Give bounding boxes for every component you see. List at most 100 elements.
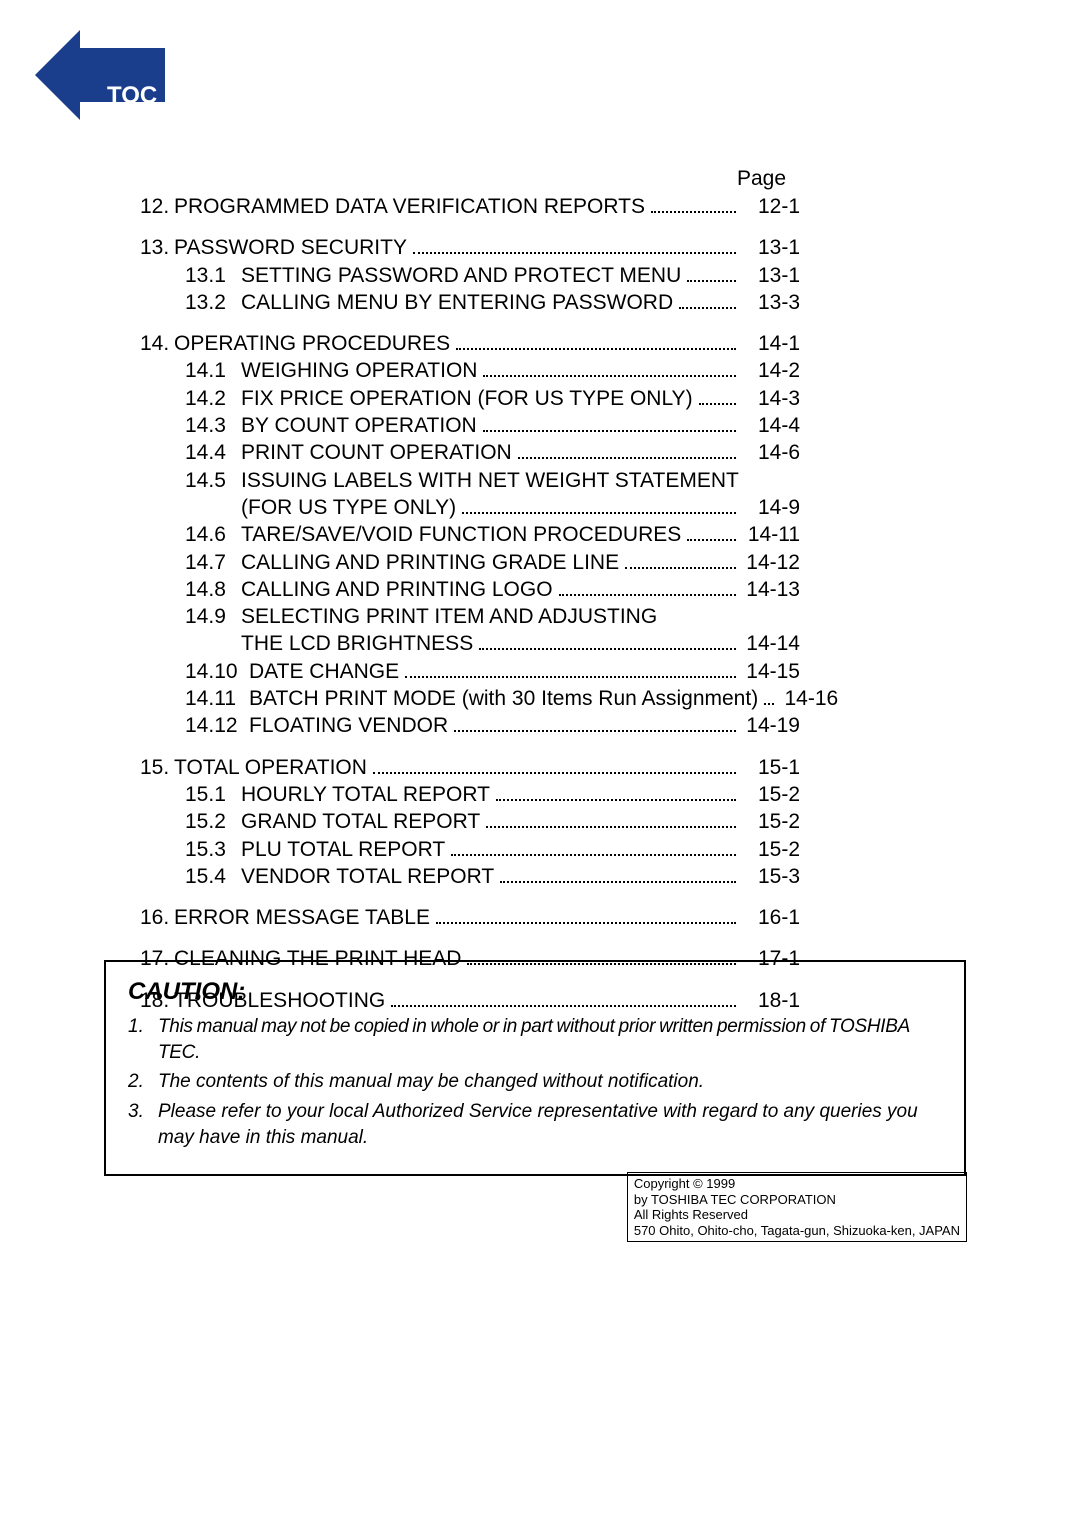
toc-entry-leader (687, 539, 736, 541)
toc-entry-leader (651, 211, 736, 213)
toc-entry-page: 14-16 (780, 685, 838, 712)
toc-entry-page: 15-2 (742, 836, 800, 863)
toc-entry[interactable]: 16.ERROR MESSAGE TABLE16-1 (140, 904, 800, 931)
toc-entry[interactable]: 14.1WEIGHING OPERATION14-2 (185, 357, 800, 384)
toc-entry-leader (625, 567, 736, 569)
toc-entry[interactable]: THE LCD BRIGHTNESS 14-14 (185, 630, 800, 657)
toc-entry-leader (699, 403, 736, 405)
caution-heading: CAUTION: (128, 978, 942, 1006)
toc-group: 12.PROGRAMMED DATA VERIFICATION REPORTS 1… (140, 193, 800, 220)
toc-entry-leader (479, 648, 736, 650)
toc-entry-title: DATE CHANGE (249, 658, 399, 685)
toc-entry-page: 15-3 (742, 863, 800, 890)
toc-entry[interactable]: 14.10DATE CHANGE14-15 (185, 658, 800, 685)
toc-entry-page: 16-1 (742, 904, 800, 931)
toc-entry-title: HOURLY TOTAL REPORT (241, 781, 490, 808)
toc-entry-page: 14-14 (742, 630, 800, 657)
toc-entry-number: 16. (140, 904, 174, 931)
toc-entry-page: 14-3 (742, 385, 800, 412)
toc-entry[interactable]: 14.8CALLING AND PRINTING LOGO14-13 (185, 576, 800, 603)
toc-entry-page: 15-1 (742, 754, 800, 781)
toc-group: 14.OPERATING PROCEDURES14-114.1WEIGHING … (140, 330, 800, 739)
toc-entry-title: FIX PRICE OPERATION (FOR US TYPE ONLY) (241, 385, 693, 412)
toc-entry[interactable]: 14.OPERATING PROCEDURES14-1 (140, 330, 800, 357)
toc-entry[interactable]: 14.2FIX PRICE OPERATION (FOR US TYPE ONL… (185, 385, 800, 412)
toc-entry-page: 14-11 (742, 521, 800, 548)
toc-group: 16.ERROR MESSAGE TABLE16-1 (140, 904, 800, 931)
toc-entry[interactable]: 14.9SELECTING PRINT ITEM AND ADJUSTING (185, 603, 800, 630)
copyright-line: 570 Ohito, Ohito-cho, Tagata-gun, Shizuo… (634, 1223, 960, 1239)
toc-entry-number: 13.2 (185, 289, 241, 316)
toc-entry-number: 15.3 (185, 836, 241, 863)
toc-entry-page: 14-13 (742, 576, 800, 603)
toc-entry[interactable]: 15.1HOURLY TOTAL REPORT15-2 (185, 781, 800, 808)
toc-entry[interactable]: 14.7CALLING AND PRINTING GRADE LINE14-12 (185, 549, 800, 576)
toc-badge-label: TOC 1 (107, 82, 165, 138)
toc-entry-title: PLU TOTAL REPORT (241, 836, 445, 863)
toc-entry-page: 14-12 (742, 549, 800, 576)
toc-entry[interactable]: 14.5ISSUING LABELS WITH NET WEIGHT STATE… (185, 467, 800, 494)
toc-entry-number: 12. (140, 193, 174, 220)
toc-entry-number: 14.7 (185, 549, 241, 576)
toc-entry[interactable]: 12.PROGRAMMED DATA VERIFICATION REPORTS 1… (140, 193, 800, 220)
toc-entry-number: 14.1 (185, 357, 241, 384)
toc-group: 13.PASSWORD SECURITY13-113.1SETTING PASS… (140, 234, 800, 316)
toc-entry-leader (405, 676, 736, 678)
toc-badge[interactable]: TOC 1 (35, 30, 165, 120)
toc-entry-leader (500, 881, 736, 883)
toc-entry[interactable]: 14.3BY COUNT OPERATION14-4 (185, 412, 800, 439)
toc-group: 15.TOTAL OPERATION15-115.1HOURLY TOTAL R… (140, 754, 800, 890)
toc-entry-page: 14-2 (742, 357, 800, 384)
toc-entry[interactable]: 13.PASSWORD SECURITY13-1 (140, 234, 800, 261)
toc-entry[interactable]: 14.12FLOATING VENDOR 14-19 (185, 712, 800, 739)
toc-entry-leader (518, 457, 736, 459)
toc-entry-page: 13-3 (742, 289, 800, 316)
toc-entry[interactable]: 14.4PRINT COUNT OPERATION14-6 (185, 439, 800, 466)
caution-item: 2.The contents of this manual may be cha… (128, 1069, 942, 1095)
toc-entry-number: 15.2 (185, 808, 241, 835)
page-column-header: Page (737, 167, 786, 191)
toc-entry-page: 14-19 (742, 712, 800, 739)
toc-entry-page: 15-2 (742, 808, 800, 835)
toc-entry[interactable]: (FOR US TYPE ONLY) 14-9 (185, 494, 800, 521)
toc-entry[interactable]: 15.TOTAL OPERATION15-1 (140, 754, 800, 781)
toc-entry-title: ISSUING LABELS WITH NET WEIGHT STATEMENT (241, 467, 739, 494)
toc-entry-leader (483, 375, 736, 377)
caution-list: 1.This manual may not be copied in whole… (128, 1014, 942, 1150)
caution-item-number: 2. (128, 1069, 158, 1095)
toc-entry[interactable]: 13.2CALLING MENU BY ENTERING PASSWORD 13-… (185, 289, 800, 316)
toc-entry-title: (FOR US TYPE ONLY) (241, 494, 456, 521)
toc-entry-title: THE LCD BRIGHTNESS (241, 630, 473, 657)
toc-entry-page: 14-9 (742, 494, 800, 521)
toc-entry-title: PRINT COUNT OPERATION (241, 439, 512, 466)
toc-entry-number: 14.12 (185, 712, 249, 739)
toc-entry-title: PROGRAMMED DATA VERIFICATION REPORTS (174, 193, 645, 220)
toc-entry[interactable]: 15.3PLU TOTAL REPORT 15-2 (185, 836, 800, 863)
toc-entry[interactable]: 13.1SETTING PASSWORD AND PROTECT MENU13-… (185, 262, 800, 289)
toc-entry-title: SELECTING PRINT ITEM AND ADJUSTING (241, 603, 657, 630)
toc-entry-number: 14.11 (185, 685, 249, 712)
toc-entry[interactable]: 14.11BATCH PRINT MODE (with 30 Items Run… (185, 685, 800, 712)
toc-entry[interactable]: 15.4VENDOR TOTAL REPORT15-3 (185, 863, 800, 890)
toc-entry-title: FLOATING VENDOR (249, 712, 448, 739)
toc-entry-leader (373, 772, 736, 774)
caution-box: CAUTION: 1.This manual may not be copied… (104, 960, 966, 1176)
toc-entry-number: 14.4 (185, 439, 241, 466)
toc-entry-title: GRAND TOTAL REPORT (241, 808, 480, 835)
toc-entry-leader (764, 703, 774, 705)
toc-entry-leader (496, 799, 736, 801)
toc-entry-title: CALLING MENU BY ENTERING PASSWORD (241, 289, 673, 316)
toc-entry[interactable]: 14.6TARE/SAVE/VOID FUNCTION PROCEDURES14… (185, 521, 800, 548)
toc-entry-leader (483, 430, 736, 432)
caution-item-text: The contents of this manual may be chang… (158, 1069, 942, 1095)
toc-list: 12.PROGRAMMED DATA VERIFICATION REPORTS 1… (140, 193, 800, 1028)
toc-entry-number: 14.9 (185, 603, 241, 630)
toc-entry[interactable]: 15.2GRAND TOTAL REPORT 15-2 (185, 808, 800, 835)
toc-entry-page: 12-1 (742, 193, 800, 220)
toc-entry-title: PASSWORD SECURITY (174, 234, 407, 261)
toc-entry-title: TOTAL OPERATION (174, 754, 367, 781)
toc-entry-number: 14.10 (185, 658, 249, 685)
caution-item-number: 3. (128, 1099, 158, 1150)
toc-entry-number: 14. (140, 330, 174, 357)
toc-entry-leader (486, 826, 736, 828)
